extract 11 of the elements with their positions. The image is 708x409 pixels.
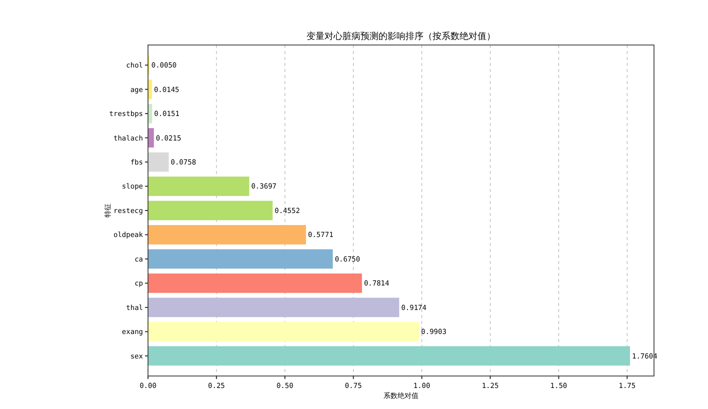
bar	[148, 176, 250, 196]
bar	[148, 128, 154, 148]
bar	[148, 298, 400, 318]
chart-title: 变量对心脏病预测的影响排序（按系数绝对值）	[306, 31, 496, 42]
bar	[148, 322, 420, 342]
bar	[148, 152, 169, 172]
bar	[148, 200, 273, 220]
bar	[148, 346, 630, 366]
bar	[148, 225, 306, 244]
bar	[148, 249, 333, 269]
bar	[148, 274, 362, 293]
